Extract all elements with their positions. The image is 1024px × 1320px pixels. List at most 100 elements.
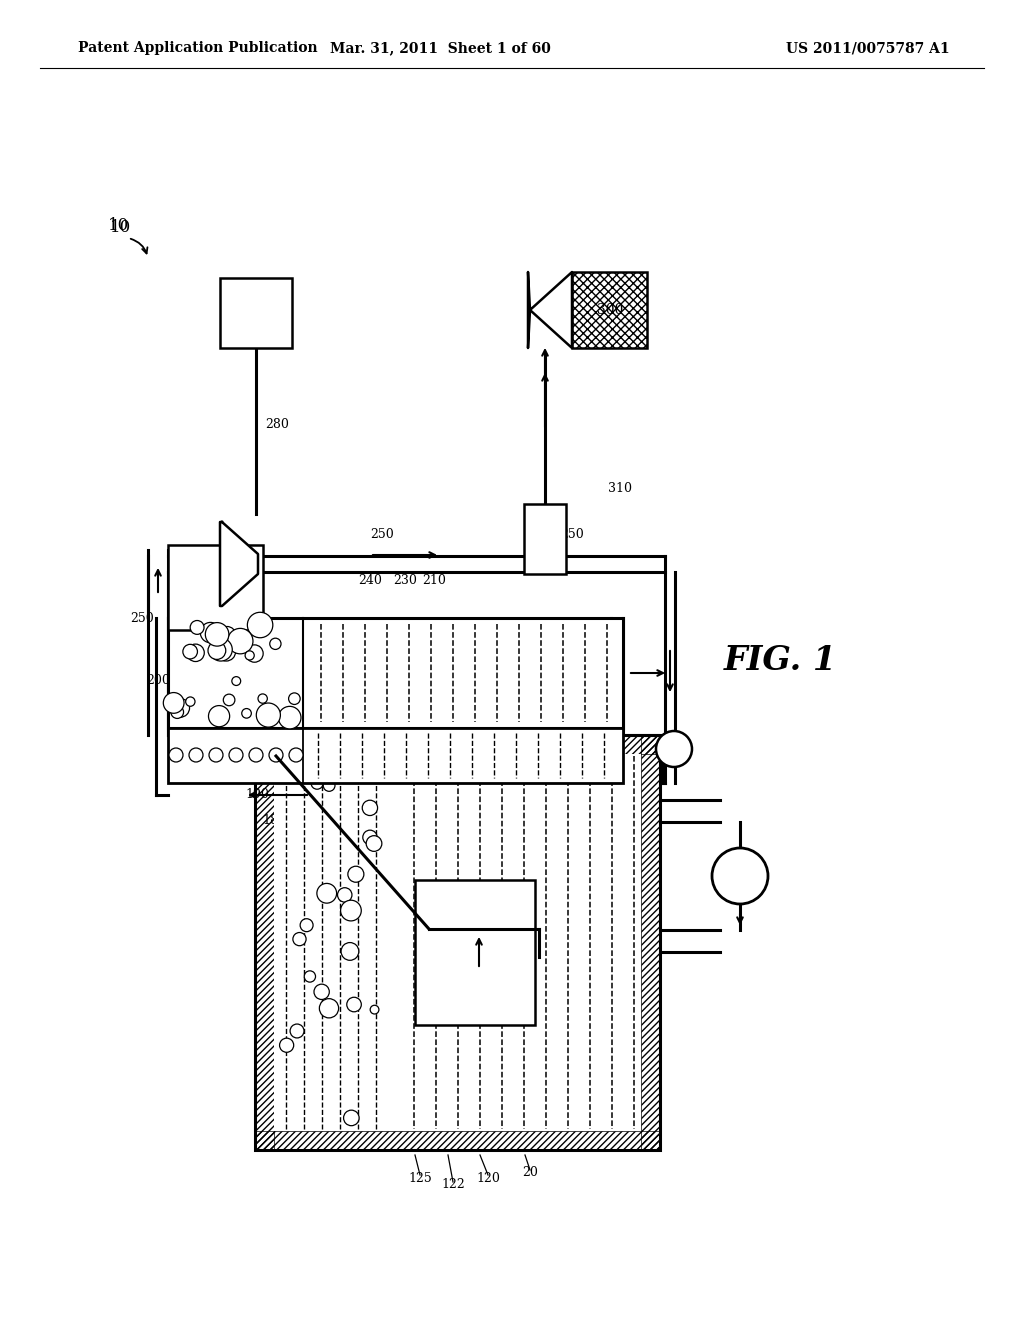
Circle shape bbox=[344, 1110, 359, 1126]
Circle shape bbox=[314, 985, 330, 999]
Circle shape bbox=[249, 748, 263, 762]
Circle shape bbox=[190, 620, 204, 635]
Text: 220: 220 bbox=[588, 619, 611, 632]
Circle shape bbox=[209, 706, 229, 727]
Circle shape bbox=[219, 627, 236, 643]
Polygon shape bbox=[220, 521, 258, 606]
Bar bbox=[415, 880, 535, 1026]
Circle shape bbox=[311, 777, 324, 789]
Text: 122: 122 bbox=[441, 1179, 465, 1192]
Circle shape bbox=[362, 830, 377, 845]
Circle shape bbox=[280, 1038, 294, 1052]
Text: 120: 120 bbox=[476, 1172, 500, 1184]
Circle shape bbox=[316, 883, 337, 903]
Text: US 2011/0075787 A1: US 2011/0075787 A1 bbox=[786, 41, 950, 55]
Circle shape bbox=[370, 1006, 379, 1014]
Circle shape bbox=[229, 748, 243, 762]
Text: 130: 130 bbox=[537, 940, 561, 953]
Text: 260: 260 bbox=[237, 561, 260, 574]
Bar bbox=[168, 618, 303, 729]
Polygon shape bbox=[528, 272, 572, 348]
Circle shape bbox=[169, 748, 183, 762]
Circle shape bbox=[289, 748, 303, 762]
Circle shape bbox=[171, 698, 189, 717]
Circle shape bbox=[364, 760, 380, 776]
Circle shape bbox=[269, 748, 283, 762]
Text: 310: 310 bbox=[608, 482, 632, 495]
Circle shape bbox=[186, 644, 204, 661]
Bar bbox=[168, 729, 623, 783]
Circle shape bbox=[656, 731, 692, 767]
Circle shape bbox=[304, 970, 315, 982]
Circle shape bbox=[341, 900, 361, 921]
Circle shape bbox=[315, 755, 326, 764]
Text: 200: 200 bbox=[202, 579, 228, 594]
Circle shape bbox=[347, 997, 361, 1012]
Circle shape bbox=[338, 888, 352, 902]
Bar bbox=[255, 1131, 660, 1150]
Text: 240: 240 bbox=[358, 573, 382, 586]
Circle shape bbox=[185, 697, 195, 706]
Circle shape bbox=[217, 642, 236, 661]
Text: 200: 200 bbox=[146, 673, 170, 686]
Circle shape bbox=[324, 780, 335, 791]
Text: 280: 280 bbox=[265, 418, 289, 432]
Circle shape bbox=[163, 693, 184, 713]
Circle shape bbox=[293, 932, 306, 945]
Text: 170: 170 bbox=[548, 863, 571, 876]
Circle shape bbox=[242, 709, 251, 718]
Text: 135: 135 bbox=[553, 787, 577, 800]
Circle shape bbox=[209, 748, 223, 762]
Circle shape bbox=[712, 847, 768, 904]
Text: 20: 20 bbox=[522, 1166, 538, 1179]
Circle shape bbox=[248, 612, 272, 638]
Circle shape bbox=[367, 836, 382, 851]
Text: 250: 250 bbox=[370, 528, 394, 541]
Text: 230: 230 bbox=[393, 573, 417, 586]
Circle shape bbox=[362, 800, 378, 816]
Text: 290: 290 bbox=[534, 532, 557, 545]
Text: 130: 130 bbox=[537, 771, 561, 784]
Circle shape bbox=[290, 1024, 304, 1038]
Circle shape bbox=[269, 638, 281, 649]
Circle shape bbox=[227, 628, 253, 653]
Text: 250: 250 bbox=[560, 528, 584, 541]
Circle shape bbox=[300, 919, 313, 932]
Bar bbox=[274, 754, 641, 1131]
Circle shape bbox=[189, 748, 203, 762]
Circle shape bbox=[246, 645, 263, 663]
Text: FIG. 1: FIG. 1 bbox=[723, 644, 837, 676]
Bar bbox=[168, 545, 263, 630]
Text: 125: 125 bbox=[409, 1172, 432, 1184]
Circle shape bbox=[242, 632, 252, 644]
Circle shape bbox=[245, 651, 254, 660]
Text: 300: 300 bbox=[597, 304, 624, 317]
Text: 270: 270 bbox=[243, 306, 269, 319]
Text: 180: 180 bbox=[262, 813, 286, 826]
Bar bbox=[255, 735, 660, 1150]
Text: 150: 150 bbox=[460, 774, 484, 787]
Text: 190: 190 bbox=[245, 788, 269, 801]
Circle shape bbox=[171, 706, 183, 718]
Bar bbox=[255, 735, 660, 754]
Text: Mar. 31, 2011  Sheet 1 of 60: Mar. 31, 2011 Sheet 1 of 60 bbox=[330, 41, 551, 55]
Text: 40: 40 bbox=[464, 942, 486, 961]
Circle shape bbox=[319, 999, 339, 1018]
Text: 10: 10 bbox=[110, 219, 131, 236]
Circle shape bbox=[258, 694, 267, 704]
Bar bbox=[572, 272, 647, 348]
Bar bbox=[524, 504, 566, 574]
Circle shape bbox=[256, 704, 281, 727]
Circle shape bbox=[208, 642, 225, 660]
Circle shape bbox=[348, 866, 364, 882]
Bar bbox=[641, 735, 660, 1150]
Circle shape bbox=[209, 638, 232, 661]
Circle shape bbox=[341, 942, 358, 961]
Text: Patent Application Publication: Patent Application Publication bbox=[78, 41, 317, 55]
Circle shape bbox=[223, 694, 234, 706]
Circle shape bbox=[201, 623, 220, 643]
Circle shape bbox=[279, 706, 301, 729]
Text: 140: 140 bbox=[449, 869, 472, 882]
Text: 250: 250 bbox=[130, 611, 154, 624]
Circle shape bbox=[231, 677, 241, 685]
